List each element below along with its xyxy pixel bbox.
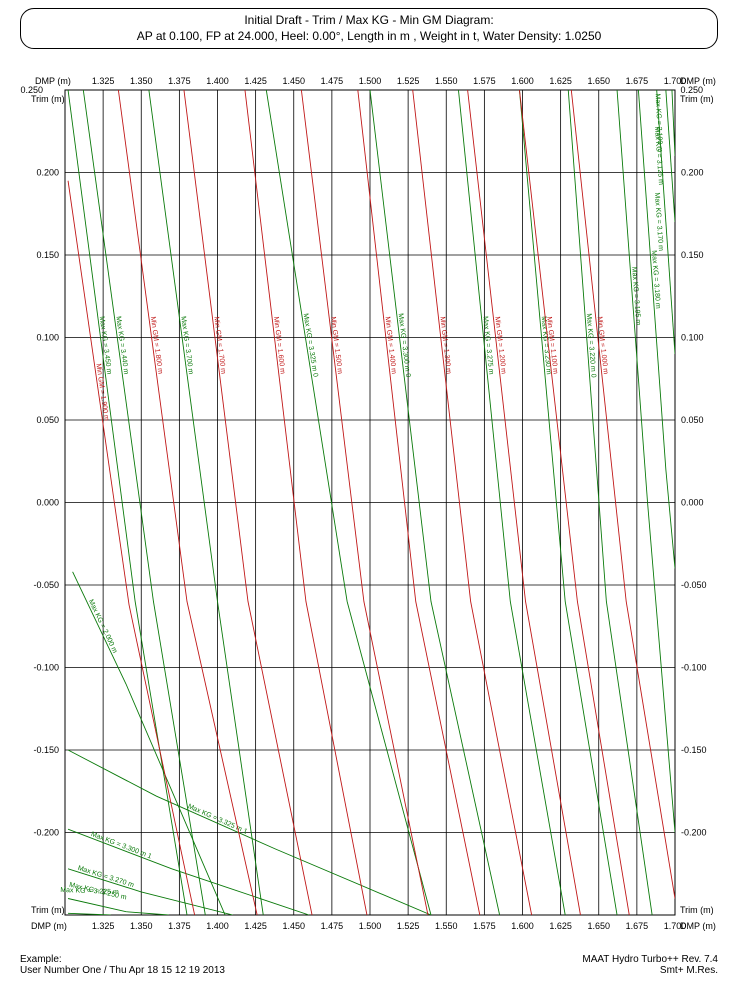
svg-text:1.450: 1.450 xyxy=(282,921,305,931)
svg-text:1.525: 1.525 xyxy=(397,921,420,931)
svg-text:1.675: 1.675 xyxy=(626,921,649,931)
svg-text:0.250: 0.250 xyxy=(20,85,43,95)
svg-text:1.600: 1.600 xyxy=(511,76,534,86)
svg-text:0.000: 0.000 xyxy=(36,498,59,508)
chart-svg: 1.325 1.325 1.350 1.350 1.375 1.375 1.400 1.400… xyxy=(10,70,728,940)
svg-text:1.400: 1.400 xyxy=(206,921,229,931)
svg-text:1.650: 1.650 xyxy=(587,921,610,931)
svg-text:0.100: 0.100 xyxy=(681,333,704,343)
footer-left-1: Example: xyxy=(20,954,225,965)
chart-title-box: Initial Draft - Trim / Max KG - Min GM D… xyxy=(20,8,718,49)
svg-text:0.100: 0.100 xyxy=(36,333,59,343)
svg-text:0.150: 0.150 xyxy=(681,250,704,260)
footer-right-1: MAAT Hydro Turbo++ Rev. 7.4 xyxy=(582,954,718,965)
svg-text:0.050: 0.050 xyxy=(681,415,704,425)
svg-text:Trim (m): Trim (m) xyxy=(680,94,714,104)
svg-text:DMP (m): DMP (m) xyxy=(680,921,716,931)
svg-text:-0.100: -0.100 xyxy=(33,663,59,673)
svg-text:1.400: 1.400 xyxy=(206,76,229,86)
svg-text:1.375: 1.375 xyxy=(168,921,191,931)
svg-text:0.250: 0.250 xyxy=(680,85,703,95)
svg-text:1.575: 1.575 xyxy=(473,921,496,931)
page-footer: Example: User Number One / Thu Apr 18 15… xyxy=(20,954,718,976)
chart-area: 1.325 1.325 1.350 1.350 1.375 1.375 1.400 1.400… xyxy=(10,70,728,942)
footer-right-2: Smt+ M.Res. xyxy=(582,965,718,976)
svg-text:1.575: 1.575 xyxy=(473,76,496,86)
svg-text:-0.050: -0.050 xyxy=(681,580,707,590)
svg-text:0.000: 0.000 xyxy=(681,498,704,508)
svg-text:-0.100: -0.100 xyxy=(681,663,707,673)
svg-text:-0.150: -0.150 xyxy=(681,745,707,755)
svg-text:1.600: 1.600 xyxy=(511,921,534,931)
svg-text:1.450: 1.450 xyxy=(282,76,305,86)
svg-text:1.625: 1.625 xyxy=(549,921,572,931)
svg-text:DMP (m): DMP (m) xyxy=(31,921,67,931)
title-line2: AP at 0.100, FP at 24.000, Heel: 0.00°, … xyxy=(31,29,707,45)
svg-text:Trim (m): Trim (m) xyxy=(31,94,65,104)
svg-text:0.200: 0.200 xyxy=(36,168,59,178)
svg-text:1.350: 1.350 xyxy=(130,921,153,931)
svg-text:1.350: 1.350 xyxy=(130,76,153,86)
svg-text:1.325: 1.325 xyxy=(92,76,115,86)
svg-text:0.150: 0.150 xyxy=(36,250,59,260)
svg-text:1.550: 1.550 xyxy=(435,921,458,931)
svg-text:-0.150: -0.150 xyxy=(33,745,59,755)
svg-text:1.375: 1.375 xyxy=(168,76,191,86)
svg-text:-0.200: -0.200 xyxy=(33,828,59,838)
svg-text:0.200: 0.200 xyxy=(681,168,704,178)
svg-text:Trim (m): Trim (m) xyxy=(31,905,65,915)
svg-text:1.325: 1.325 xyxy=(92,921,115,931)
svg-text:1.475: 1.475 xyxy=(321,76,344,86)
svg-text:1.550: 1.550 xyxy=(435,76,458,86)
svg-text:-0.200: -0.200 xyxy=(681,828,707,838)
svg-text:1.675: 1.675 xyxy=(626,76,649,86)
svg-text:1.500: 1.500 xyxy=(359,76,382,86)
footer-left-2: User Number One / Thu Apr 18 15 12 19 20… xyxy=(20,965,225,976)
svg-text:1.425: 1.425 xyxy=(244,921,267,931)
svg-text:1.500: 1.500 xyxy=(359,921,382,931)
svg-text:1.625: 1.625 xyxy=(549,76,572,86)
svg-text:-0.050: -0.050 xyxy=(33,580,59,590)
title-line1: Initial Draft - Trim / Max KG - Min GM D… xyxy=(31,13,707,29)
svg-text:1.650: 1.650 xyxy=(587,76,610,86)
svg-text:Trim (m): Trim (m) xyxy=(680,905,714,915)
svg-text:0.050: 0.050 xyxy=(36,415,59,425)
svg-text:1.525: 1.525 xyxy=(397,76,420,86)
svg-text:1.425: 1.425 xyxy=(244,76,267,86)
svg-text:1.475: 1.475 xyxy=(321,921,344,931)
